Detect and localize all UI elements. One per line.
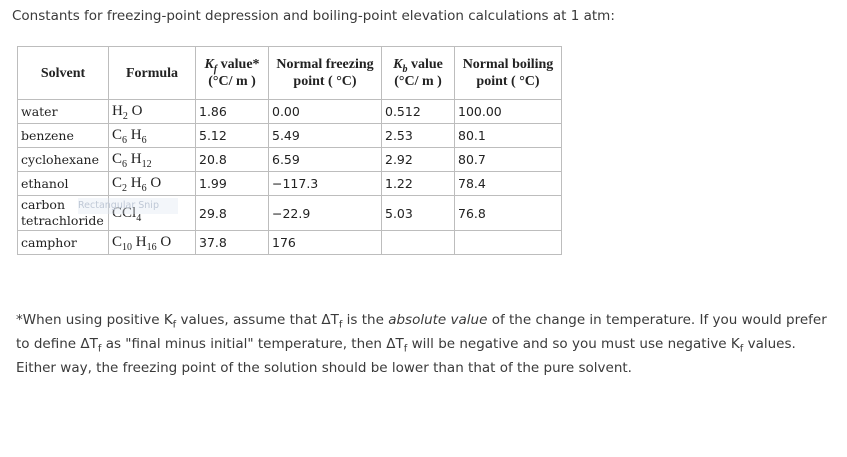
header-solvent: Solvent (17, 46, 109, 100)
freezing-point-cell: 6.59 (268, 147, 382, 172)
formula-cell: H2 O (108, 99, 196, 124)
kb-cell: 2.53 (381, 123, 455, 148)
solvent-cell: benzene (17, 123, 109, 148)
kb-units: (°C/ m ) (394, 74, 442, 89)
kb-symbol-sub: b (402, 63, 408, 75)
solvent-cell: camphor (17, 230, 109, 255)
freezing-point-cell: 176 (268, 230, 382, 255)
freezing-point-cell: −117.3 (268, 171, 382, 196)
freezing-point-cell: 5.49 (268, 123, 382, 148)
kf-cell: 1.99 (195, 171, 269, 196)
kf-cell: 29.8 (195, 195, 269, 231)
kb-cell: 1.22 (381, 171, 455, 196)
freezing-point-cell: 0.00 (268, 99, 382, 124)
intro-text: Constants for freezing-point depression … (12, 8, 615, 24)
fp-header-line2: point ( °C) (293, 74, 357, 89)
rectangular-snip-overlay: Rectangular Snip (78, 198, 178, 214)
kf-symbol-sub: f (213, 63, 218, 75)
kf-units: (°C/ m ) (208, 74, 256, 89)
boiling-point-cell: 100.00 (454, 99, 562, 124)
solvent-cell: ethanol (17, 171, 109, 196)
table-row: benzene C6 H6 5.12 5.49 2.53 80.1 (17, 123, 562, 148)
table-row: carbon tetrachloride CCl4 29.8 −22.9 5.03… (17, 195, 562, 231)
kf-symbol: K (204, 57, 214, 72)
kb-cell (381, 230, 455, 255)
header-formula: Formula (108, 46, 196, 100)
table-header-row: Solvent Formula Kf value* (°C/ m ) Norma… (17, 46, 562, 100)
kf-cell: 1.86 (195, 99, 269, 124)
kf-cell: 5.12 (195, 123, 269, 148)
solvent-cell: cyclohexane (17, 147, 109, 172)
freezing-point-cell: −22.9 (268, 195, 382, 231)
header-kf: Kf value* (°C/ m ) (195, 46, 269, 100)
table-row: camphor C10 H16 O 37.8 176 (17, 230, 562, 255)
formula-cell: C6 H6 (108, 123, 196, 148)
footnote-paragraph: *When using positive Kf values, assume t… (16, 312, 827, 376)
formula-cell: C2 H6 O (108, 171, 196, 196)
boiling-point-cell: 78.4 (454, 171, 562, 196)
constants-table: Solvent Formula Kf value* (°C/ m ) Norma… (17, 46, 562, 255)
kf-cell: 37.8 (195, 230, 269, 255)
bp-header-line1: Normal boiling (462, 57, 554, 72)
kb-header-rest: value (407, 57, 443, 72)
kb-cell: 5.03 (381, 195, 455, 231)
formula-cell: CCl4 (108, 195, 196, 231)
header-freezing-point: Normal freezing point ( °C) (268, 46, 382, 100)
kf-header-rest: value* (217, 57, 260, 72)
solvent-cell: water (17, 99, 109, 124)
boiling-point-cell: 76.8 (454, 195, 562, 231)
fp-header-line1: Normal freezing (276, 57, 374, 72)
boiling-point-cell: 80.1 (454, 123, 562, 148)
bp-header-line2: point ( °C) (476, 74, 540, 89)
kb-symbol: K (393, 57, 403, 72)
table-row: water H2 O 1.86 0.00 0.512 100.00 (17, 99, 562, 124)
header-kb: Kb value (°C/ m ) (381, 46, 455, 100)
kb-cell: 2.92 (381, 147, 455, 172)
table-row: cyclohexane C6 H12 20.8 6.59 2.92 80.7 (17, 147, 562, 172)
boiling-point-cell: 80.7 (454, 147, 562, 172)
absolute-value-emphasis: absolute value (388, 312, 488, 328)
boiling-point-cell (454, 230, 562, 255)
header-boiling-point: Normal boiling point ( °C) (454, 46, 562, 100)
table-row: ethanol C2 H6 O 1.99 −117.3 1.22 78.4 (17, 171, 562, 196)
kf-cell: 20.8 (195, 147, 269, 172)
solvent-cell: carbon tetrachloride (17, 195, 109, 231)
kb-cell: 0.512 (381, 99, 455, 124)
formula-cell: C6 H12 (108, 147, 196, 172)
formula-cell: C10 H16 O (108, 230, 196, 255)
